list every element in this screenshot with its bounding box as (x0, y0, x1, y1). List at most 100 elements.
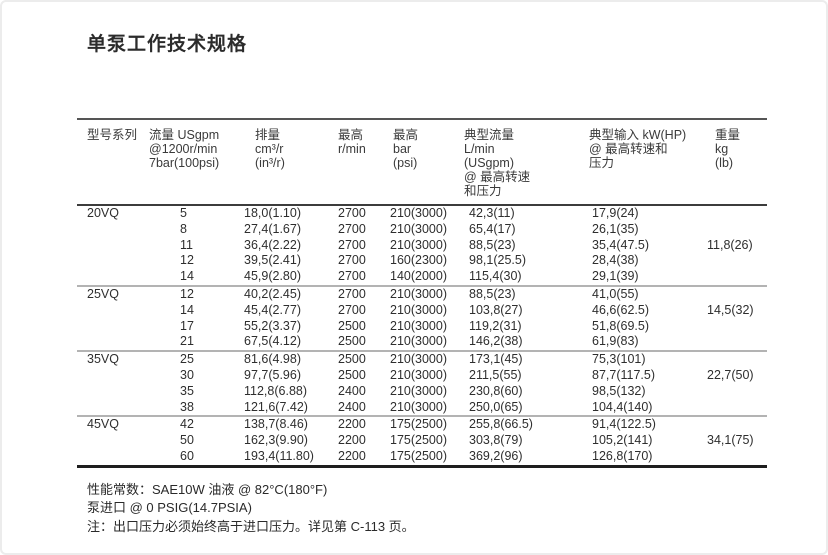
header-line: kg (715, 142, 729, 156)
header-line: 流量 USgpm (149, 128, 220, 142)
header-line: @1200r/min (149, 142, 218, 156)
weight-cell (699, 400, 767, 417)
model-cell: 35VQ (87, 352, 119, 367)
data-cell: 25 (180, 352, 194, 367)
data-cell: 210(3000) (390, 302, 447, 317)
header-cell-flow: 流量 USgpm @1200r/min 7bar(100psi) (147, 119, 237, 205)
model-group-45VQ: 45VQ 42 138,7(8.46) 2200 175(2500) 255,8(66.5… (77, 416, 767, 466)
data-cell: 21 (180, 334, 194, 349)
note-pump-inlet: 泵进口 @ 0 PSIG(14.7PSIA) (87, 500, 252, 516)
notes: 性能常数：SAE10W 油液 @ 82°C(180°F) 泵进口 @ 0 PSI… (87, 481, 826, 537)
data-cell: 175(2500) (390, 417, 447, 432)
data-cell: 140(2000) (390, 269, 447, 284)
weight-cell (699, 416, 767, 433)
data-cell: 45,9(2.80) (244, 269, 301, 284)
header-line: 型号系列 (87, 128, 138, 142)
table-row: 8 27,4(1.67) 2700 210(3000) 65,4(17) 26,1(35) (77, 222, 767, 238)
data-cell: 162,3(9.90) (244, 433, 308, 448)
data-cell: 210(3000) (390, 399, 447, 414)
weight-cell (699, 319, 767, 335)
data-cell: 39,5(2.41) (244, 253, 301, 268)
table-row: 50 162,3(9.90) 2200 175(2500) 303,8(79) 105,2… (77, 433, 767, 449)
data-cell: 210(3000) (390, 237, 447, 252)
data-cell: 103,8(27) (469, 302, 523, 317)
data-cell: 51,8(69.5) (592, 318, 649, 333)
model-group-25VQ: 25VQ 12 40,2(2.45) 2700 210(3000) 88,5(23) 41,… (77, 285, 767, 351)
table-row: 14 45,4(2.77) 2700 210(3000) 103,8(27) 46,6(6… (77, 303, 767, 319)
data-cell: 121,6(7.42) (244, 399, 308, 414)
data-cell: 250,0(65) (469, 399, 523, 414)
data-cell: 146,2(38) (469, 334, 523, 349)
data-cell: 45,4(2.77) (244, 302, 301, 317)
header-line: 和压力 (464, 184, 502, 198)
model-cell (77, 253, 147, 269)
data-cell: 2700 (338, 206, 366, 220)
header-line: L/min (464, 142, 495, 156)
data-cell: 14 (180, 302, 194, 317)
header-line: (USgpm) (464, 156, 515, 170)
data-cell: 175(2500) (390, 433, 447, 448)
data-cell: 35 (180, 383, 194, 398)
data-cell: 160(2300) (390, 253, 447, 268)
weight-cell: 11,8(26) (707, 237, 753, 252)
data-cell: 2200 (338, 448, 366, 463)
weight-cell (699, 384, 767, 400)
data-cell: 369,2(96) (469, 448, 523, 463)
data-cell: 60 (180, 448, 194, 463)
header-line: 7bar(100psi) (149, 156, 220, 170)
data-cell: 2700 (338, 253, 366, 268)
data-cell: 210(3000) (390, 318, 447, 333)
header-line: 重量 (715, 128, 741, 142)
data-cell: 2500 (338, 352, 366, 367)
header-line: 压力 (589, 156, 615, 170)
header-cell-typical-flow: 典型流量 L/min (USgpm) @ 最高转速 和压力 (457, 119, 582, 205)
data-cell: 27,4(1.67) (244, 221, 301, 236)
data-cell: 42,3(11) (469, 206, 515, 220)
model-cell: 25VQ (87, 286, 119, 301)
data-cell: 12 (180, 253, 194, 268)
model-cell (77, 222, 147, 238)
data-cell: 2500 (338, 318, 366, 333)
header-line: (psi) (393, 156, 418, 170)
data-cell: 5 (180, 206, 187, 220)
data-cell: 2700 (338, 286, 366, 301)
table-row: 45VQ 42 138,7(8.46) 2200 175(2500) 255,8(66.5… (77, 416, 767, 433)
data-cell: 210(3000) (390, 352, 447, 367)
data-cell: 230,8(60) (469, 383, 523, 398)
data-cell: 30 (180, 367, 194, 382)
data-cell: 126,8(170) (592, 448, 653, 463)
data-cell: 88,5(23) (469, 286, 516, 301)
data-cell: 210(3000) (390, 367, 447, 382)
data-cell: 14 (180, 269, 194, 284)
data-cell: 2500 (338, 334, 366, 349)
data-cell: 41,0(55) (592, 286, 639, 301)
data-cell: 2700 (338, 269, 366, 284)
data-cell: 2200 (338, 433, 366, 448)
table-row: 30 97,7(5.96) 2500 210(3000) 211,5(55) 87,7(1… (77, 368, 767, 384)
data-cell: 29,1(39) (592, 269, 639, 284)
header-cell-max-rpm: 最高 r/min (332, 119, 385, 205)
data-cell: 98,5(132) (592, 383, 646, 398)
data-cell: 50 (180, 433, 194, 448)
data-cell: 17 (180, 318, 194, 333)
data-cell: 75,3(101) (592, 352, 646, 367)
data-cell: 2200 (338, 417, 366, 432)
header-line: (in³/r) (255, 156, 285, 170)
data-cell: 2700 (338, 302, 366, 317)
table-row: 35VQ 25 81,6(4.98) 2500 210(3000) 173,1(45) 75… (77, 351, 767, 368)
page-title: 单泵工作技术规格 (87, 34, 248, 55)
table-row: 35 112,8(6.88) 2400 210(3000) 230,8(60) 98,5(… (77, 384, 767, 400)
header-cell-weight: 重量 kg (lb) (699, 119, 767, 205)
weight-cell (699, 222, 767, 238)
weight-cell (699, 269, 767, 286)
table-row: 14 45,9(2.80) 2700 140(2000) 115,4(30) 29,1(3… (77, 269, 767, 286)
model-cell (77, 238, 147, 254)
data-cell: 210(3000) (390, 286, 447, 301)
model-cell (77, 449, 147, 466)
table-row: 21 67,5(4.12) 2500 210(3000) 146,2(38) 61,9(8… (77, 334, 767, 351)
data-cell: 97,7(5.96) (244, 367, 301, 382)
spec-table: 型号系列 流量 USgpm @1200r/min 7bar(100psi) 排量 cm³/… (77, 118, 767, 468)
weight-cell (699, 205, 767, 222)
data-cell: 36,4(2.22) (244, 237, 301, 252)
data-cell: 98,1(25.5) (469, 253, 526, 268)
